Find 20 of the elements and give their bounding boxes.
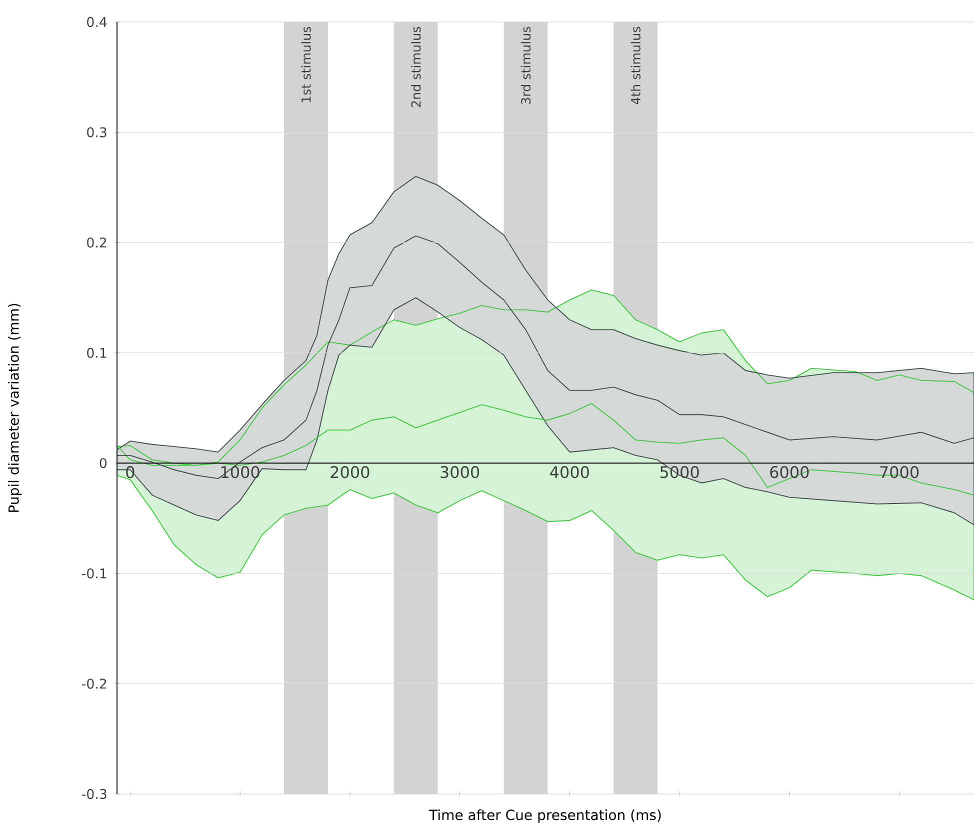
y-tick-label: 0.2 bbox=[87, 238, 106, 248]
y-tick-label: 0.3 bbox=[87, 127, 106, 138]
line-series bbox=[116, 235, 974, 480]
y-tick-label: 0 bbox=[100, 458, 107, 468]
y-tick-label: -0.3 bbox=[82, 788, 106, 800]
x-tick-label: 3000 bbox=[440, 466, 480, 478]
band-label: 3rd stimulus bbox=[520, 26, 531, 104]
band-label: 1st stimulus bbox=[301, 26, 311, 102]
y-tick-label: -0.2 bbox=[82, 678, 106, 689]
y-axis-title: Pupil diameter variation (mm) bbox=[8, 304, 22, 512]
band-label: 2nd stimulus bbox=[410, 26, 421, 108]
y-tick-label: 0.1 bbox=[87, 348, 106, 358]
x-tick-label: 7000 bbox=[880, 466, 919, 478]
x-tick-label: 2000 bbox=[330, 466, 370, 478]
x-axis-title: Time after Cue presentation (ms) bbox=[429, 809, 661, 823]
x-tick-label: 6000 bbox=[770, 466, 809, 478]
y-tick-label: 0.4 bbox=[87, 16, 107, 28]
band-label: 4th stimulus bbox=[630, 26, 641, 104]
x-tick-label: 4000 bbox=[550, 466, 589, 478]
y-tick-label: -0.1 bbox=[82, 568, 106, 578]
